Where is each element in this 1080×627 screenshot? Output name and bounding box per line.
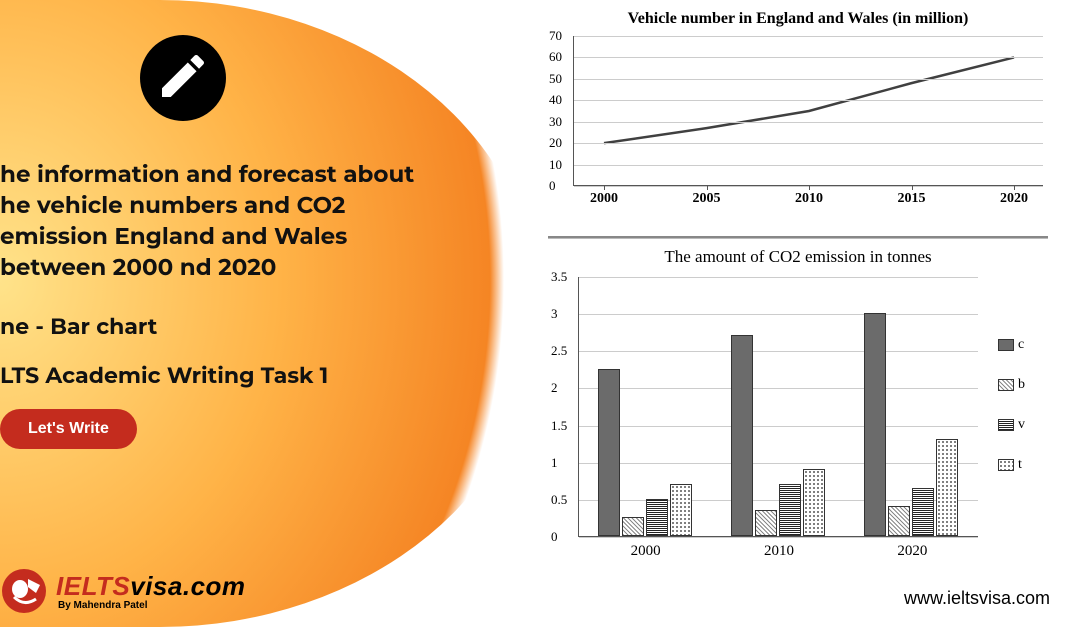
bar-chart: The amount of CO2 emission in tonnes 00.… <box>548 247 1048 537</box>
logo-text: IELTSvisa.com By Mahendra Patel <box>56 571 246 611</box>
gridline <box>574 122 1043 123</box>
y-axis-label: 1.5 <box>551 418 567 434</box>
pencil-icon <box>155 48 211 109</box>
bar-t <box>670 484 692 536</box>
y-axis-label: 0.5 <box>551 492 567 508</box>
legend-swatch <box>998 419 1014 431</box>
bar-t <box>803 469 825 536</box>
x-tick <box>912 185 913 190</box>
bar-v <box>779 484 801 536</box>
bar-group <box>731 335 825 536</box>
legend-item-b: b <box>998 377 1025 393</box>
logo-main-1: IELTS <box>56 571 130 601</box>
x-axis-label: 2005 <box>693 191 721 207</box>
bar-b <box>622 517 644 536</box>
legend-label: v <box>1018 417 1025 433</box>
line-chart-line <box>574 36 1044 186</box>
charts-panel: Vehicle number in England and Wales (in … <box>548 10 1068 537</box>
bar-c <box>864 313 886 536</box>
lets-write-button[interactable]: Let's Write <box>0 409 137 449</box>
line-chart-plot: 01020304050607020002005201020152020 <box>573 36 1043 186</box>
x-axis-label: 2010 <box>795 191 823 207</box>
gridline <box>574 36 1043 37</box>
y-axis-label: 0 <box>551 529 558 545</box>
gridline <box>574 165 1043 166</box>
x-axis-label: 2010 <box>764 543 794 560</box>
chart-divider <box>548 236 1048 239</box>
line-chart-title: Vehicle number in England and Wales (in … <box>548 10 1048 28</box>
legend-swatch <box>998 339 1014 351</box>
bar-t <box>936 439 958 536</box>
bar-chart-title: The amount of CO2 emission in tonnes <box>548 247 1048 267</box>
bar-c <box>598 369 620 536</box>
x-axis-label: 2000 <box>631 543 661 560</box>
x-axis-label: 2020 <box>1000 191 1028 207</box>
bar-v <box>912 488 934 536</box>
bar-b <box>755 510 777 536</box>
bar-group <box>598 369 692 536</box>
gridline <box>574 79 1043 80</box>
logo-subtitle: By Mahendra Patel <box>58 600 246 611</box>
bar-v <box>646 499 668 536</box>
legend-item-t: t <box>998 457 1025 473</box>
y-axis-label: 60 <box>549 49 562 65</box>
y-axis-label: 40 <box>549 92 562 108</box>
x-tick <box>707 185 708 190</box>
x-axis-label: 2020 <box>897 543 927 560</box>
y-axis-label: 70 <box>549 28 562 44</box>
x-tick <box>809 185 810 190</box>
task-label: LTS Academic Writing Task 1 <box>0 362 500 389</box>
y-axis-label: 2.5 <box>551 343 567 359</box>
y-axis-label: 20 <box>549 135 562 151</box>
heading-text: he information and forecast about he veh… <box>0 159 500 283</box>
gridline <box>579 277 978 278</box>
bar-group <box>864 313 958 536</box>
y-axis-label: 30 <box>549 114 562 130</box>
y-axis-label: 1 <box>551 455 558 471</box>
logo-main-3: .com <box>183 571 246 601</box>
bar-chart-legend: c b v t <box>998 277 1025 537</box>
y-axis-label: 3 <box>551 306 558 322</box>
y-axis-label: 10 <box>549 157 562 173</box>
pencil-icon-circle <box>140 35 226 121</box>
chart-type-label: ne - Bar chart <box>0 313 500 340</box>
x-tick <box>1014 185 1015 190</box>
x-axis-label: 2015 <box>898 191 926 207</box>
logo: IELTSvisa.com By Mahendra Patel <box>0 567 246 615</box>
website-url: www.ieltsvisa.com <box>904 588 1050 609</box>
legend-label: b <box>1018 377 1025 393</box>
bar-chart-plot: 00.511.522.533.5200020102020 <box>578 277 978 537</box>
line-chart: Vehicle number in England and Wales (in … <box>548 10 1048 218</box>
legend-swatch <box>998 459 1014 471</box>
gridline <box>574 57 1043 58</box>
logo-icon <box>0 567 48 615</box>
legend-item-c: c <box>998 337 1025 353</box>
legend-label: c <box>1018 337 1024 353</box>
legend-item-v: v <box>998 417 1025 433</box>
y-axis-label: 3.5 <box>551 269 567 285</box>
bar-b <box>888 506 910 536</box>
y-axis-label: 50 <box>549 71 562 87</box>
bar-c <box>731 335 753 536</box>
x-tick <box>604 185 605 190</box>
y-axis-label: 0 <box>549 178 556 194</box>
left-panel: he information and forecast about he veh… <box>0 0 540 627</box>
gridline <box>579 537 978 538</box>
gridline <box>574 100 1043 101</box>
y-axis-label: 2 <box>551 380 558 396</box>
legend-label: t <box>1018 457 1022 473</box>
gridline <box>574 143 1043 144</box>
logo-main-2: visa <box>130 571 183 601</box>
legend-swatch <box>998 379 1014 391</box>
x-axis-label: 2000 <box>590 191 618 207</box>
